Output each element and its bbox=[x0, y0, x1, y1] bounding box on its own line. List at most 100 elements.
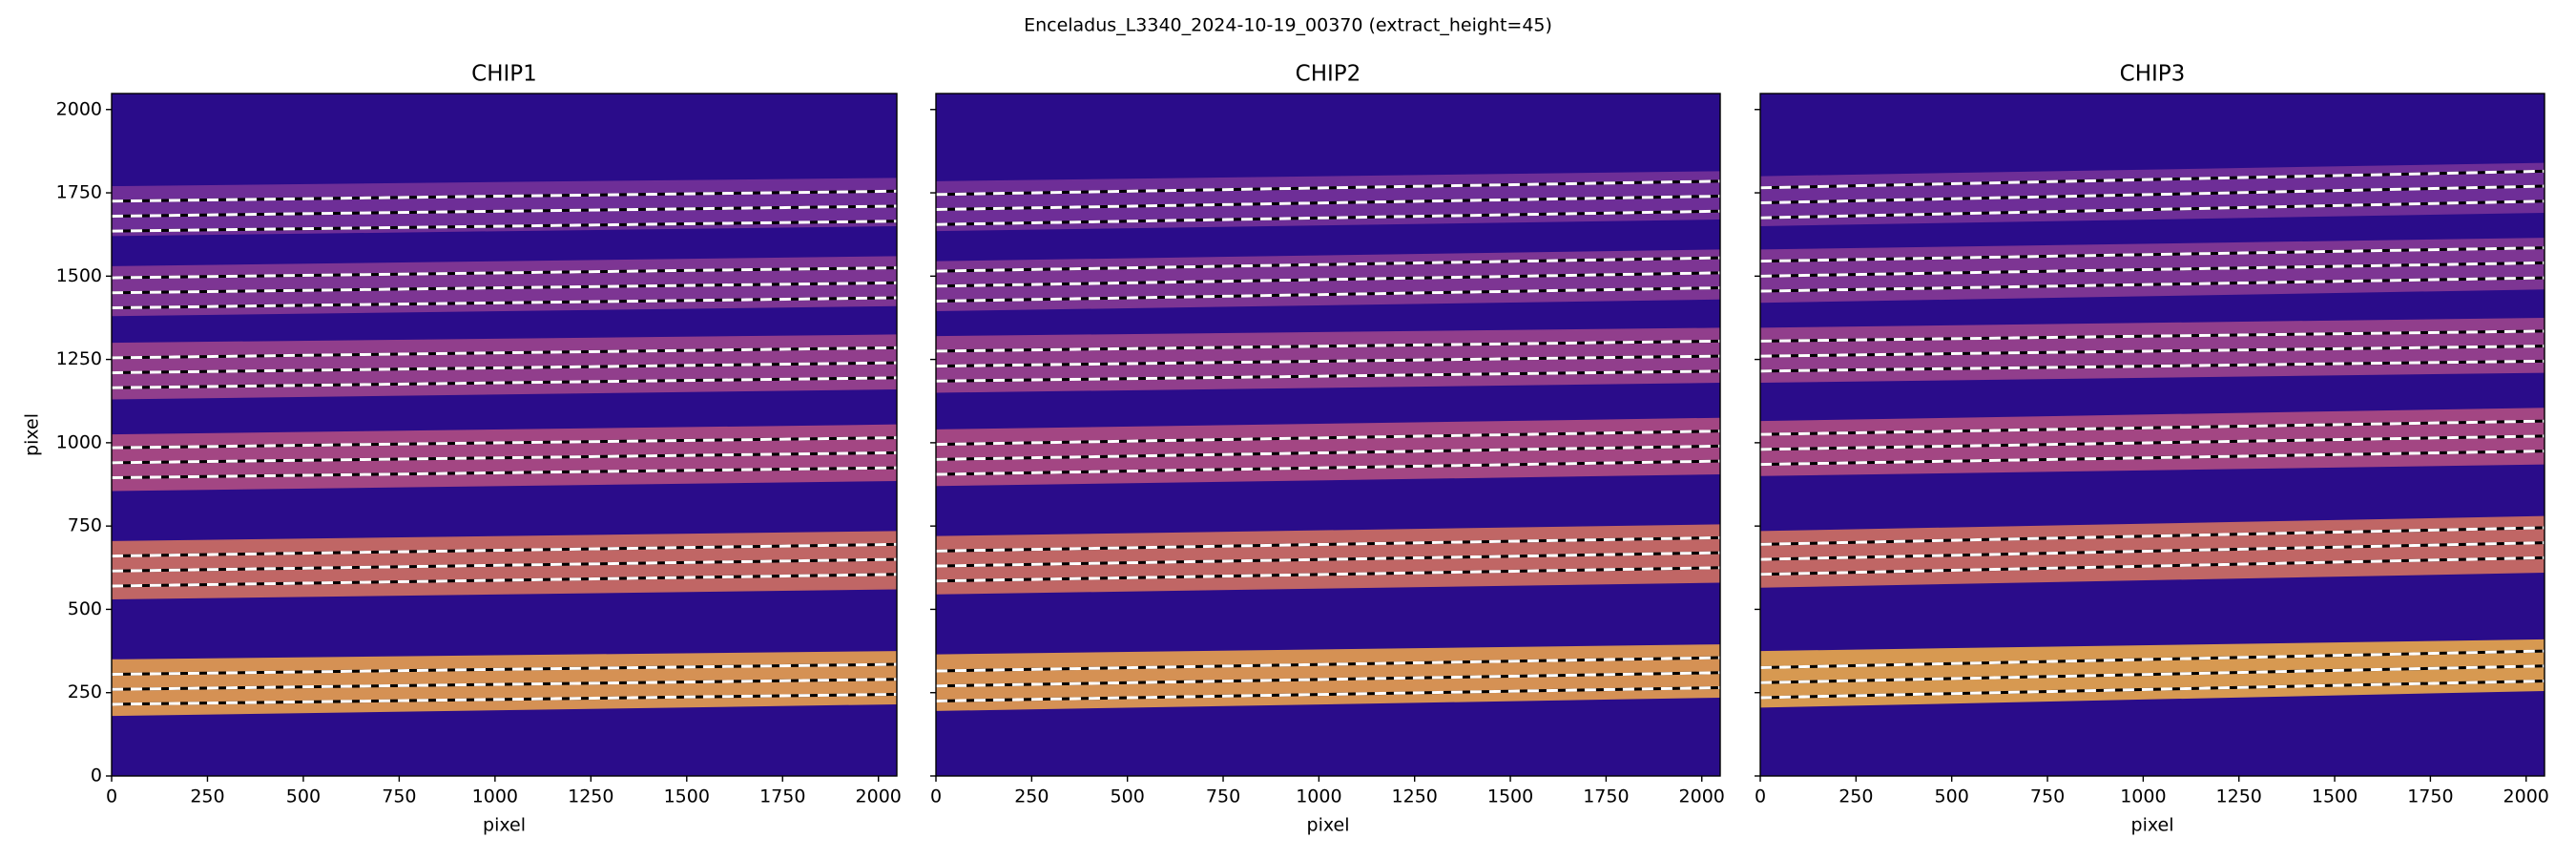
trace-line bbox=[112, 281, 897, 295]
trace-line bbox=[1760, 199, 2545, 220]
x-tick-label: 0 bbox=[106, 786, 117, 807]
y-tick-label: 1250 bbox=[56, 348, 102, 369]
x-tick-label: 1750 bbox=[1583, 786, 1629, 807]
trace-line bbox=[936, 195, 1720, 211]
x-tick-label: 2000 bbox=[1679, 786, 1725, 807]
trace-line bbox=[112, 557, 897, 573]
axes-frame bbox=[111, 93, 898, 777]
trace-line bbox=[936, 354, 1720, 368]
trace-line bbox=[1760, 246, 2545, 263]
trace-line bbox=[1760, 184, 2545, 205]
trace-line bbox=[1760, 419, 2545, 436]
trace-line bbox=[936, 459, 1720, 476]
trace-line bbox=[112, 542, 897, 558]
x-tick-label: 0 bbox=[1755, 786, 1766, 807]
x-axis-label: pixel bbox=[1307, 815, 1350, 836]
x-tick-label: 1500 bbox=[664, 786, 710, 807]
trace-line bbox=[112, 692, 897, 706]
trace-line bbox=[112, 466, 897, 480]
panel-title: CHIP2 bbox=[1296, 62, 1361, 87]
x-tick-label: 250 bbox=[1014, 786, 1049, 807]
x-tick-label: 0 bbox=[930, 786, 942, 807]
trace-line bbox=[112, 346, 897, 360]
x-axis-label: pixel bbox=[483, 815, 526, 836]
trace-line bbox=[1760, 359, 2545, 373]
trace-line bbox=[936, 286, 1720, 304]
trace-line bbox=[1760, 664, 2545, 684]
x-tick-label: 1500 bbox=[1487, 786, 1533, 807]
trace-line bbox=[112, 296, 897, 309]
trace-line bbox=[1760, 541, 2545, 561]
x-tick-label: 750 bbox=[1206, 786, 1240, 807]
trace-line bbox=[112, 573, 897, 588]
trace-line bbox=[112, 361, 897, 375]
trace-line bbox=[936, 685, 1720, 702]
axes-frame bbox=[935, 93, 1721, 777]
axes-frame bbox=[1759, 93, 2545, 777]
trace-line bbox=[1760, 276, 2545, 293]
trace-line bbox=[112, 220, 897, 233]
trace-line bbox=[1760, 261, 2545, 278]
y-tick-label: 1000 bbox=[56, 431, 102, 452]
x-tick-label: 750 bbox=[382, 786, 416, 807]
x-tick-label: 750 bbox=[2030, 786, 2065, 807]
trace-line bbox=[936, 256, 1720, 273]
y-tick-label: 1500 bbox=[56, 265, 102, 286]
trace-line bbox=[936, 566, 1720, 583]
trace-line bbox=[936, 179, 1720, 197]
trace-line bbox=[936, 271, 1720, 288]
trace-line bbox=[112, 266, 897, 280]
trace-line bbox=[112, 376, 897, 389]
trace-line bbox=[936, 444, 1720, 461]
x-tick-label: 1500 bbox=[2312, 786, 2358, 807]
plot-area bbox=[112, 94, 897, 776]
trace-line bbox=[112, 450, 897, 465]
trace-line bbox=[936, 369, 1720, 383]
trace-line bbox=[1760, 555, 2545, 576]
x-tick-label: 1000 bbox=[472, 786, 518, 807]
x-tick-label: 1250 bbox=[2216, 786, 2262, 807]
trace-line bbox=[936, 551, 1720, 568]
x-tick-label: 2000 bbox=[2503, 786, 2549, 807]
trace-line bbox=[112, 189, 897, 203]
trace-line bbox=[936, 339, 1720, 353]
panel-title: CHIP1 bbox=[471, 62, 537, 87]
x-tick-label: 2000 bbox=[856, 786, 902, 807]
trace-line bbox=[936, 535, 1720, 553]
y-tick-label: 250 bbox=[68, 681, 102, 702]
y-tick-label: 1750 bbox=[56, 182, 102, 203]
trace-line bbox=[112, 678, 897, 691]
x-tick-label: 1250 bbox=[1392, 786, 1438, 807]
trace-line bbox=[1760, 680, 2545, 700]
x-tick-label: 1750 bbox=[759, 786, 805, 807]
figure-title: Enceladus_L3340_2024-10-19_00370 (extrac… bbox=[1024, 15, 1552, 36]
x-tick-label: 1000 bbox=[2120, 786, 2166, 807]
y-tick-label: 2000 bbox=[56, 98, 102, 119]
x-tick-label: 500 bbox=[1935, 786, 1969, 807]
trace-line bbox=[1760, 345, 2545, 358]
y-tick-label: 0 bbox=[91, 765, 102, 786]
trace-line bbox=[1760, 434, 2545, 451]
x-tick-label: 500 bbox=[1111, 786, 1145, 807]
panel-title: CHIP3 bbox=[2120, 62, 2186, 87]
x-axis-label: pixel bbox=[2131, 815, 2174, 836]
trace-line bbox=[936, 430, 1720, 447]
trace-line bbox=[936, 209, 1720, 226]
trace-line bbox=[936, 656, 1720, 673]
trace-line bbox=[112, 662, 897, 677]
trace-line bbox=[1760, 649, 2545, 670]
order-band bbox=[936, 171, 1720, 232]
trace-line bbox=[112, 436, 897, 450]
trace-line bbox=[112, 204, 897, 218]
x-tick-label: 250 bbox=[190, 786, 224, 807]
x-tick-label: 1750 bbox=[2407, 786, 2453, 807]
x-tick-label: 1250 bbox=[568, 786, 613, 807]
y-tick-label: 750 bbox=[68, 515, 102, 536]
trace-line bbox=[1760, 169, 2545, 190]
x-tick-label: 1000 bbox=[1296, 786, 1341, 807]
plot-area bbox=[936, 94, 1720, 776]
y-axis-label: pixel bbox=[22, 413, 43, 456]
trace-line bbox=[936, 671, 1720, 688]
